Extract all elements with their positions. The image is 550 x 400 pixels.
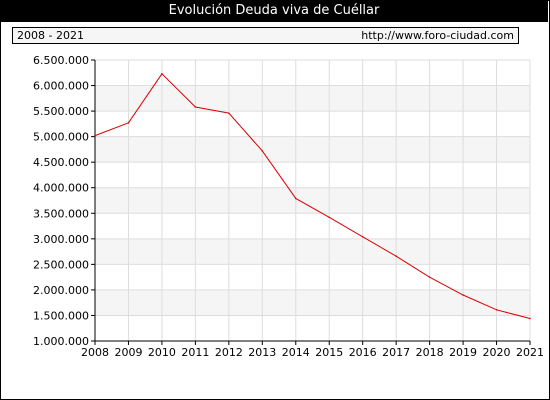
background-bands [95,60,530,341]
data-point [261,150,264,152]
data-point [361,235,364,238]
data-point [328,216,331,219]
x-tick-label: 2012 [215,346,243,359]
y-tick-label: 2.500.000 [33,258,89,271]
band [95,85,530,112]
x-tick-label: 2021 [516,346,544,359]
source-link[interactable]: http://www.foro-ciudad.com [361,29,514,42]
data-point [127,122,130,124]
y-tick-label: 2.000.000 [33,284,89,297]
band [95,289,530,316]
data-point [94,134,96,137]
y-tick-label: 6.500.000 [33,54,89,67]
data-point [529,317,531,320]
x-tick-label: 2014 [282,346,310,359]
y-tick-label: 4.000.000 [33,182,89,195]
y-tick-label: 3.500.000 [33,207,89,220]
y-tick-label: 1.500.000 [33,309,89,322]
data-point [428,276,431,278]
data-point [228,112,230,114]
y-tick-label: 4.500.000 [33,156,89,169]
y-tick-label: 6.000.000 [33,80,89,93]
x-tick-label: 2017 [382,346,410,359]
data-point [194,106,197,108]
data-point [495,309,498,311]
x-tick-labels: 2008 2009 2010 2011 2012 2013 2014 2015 2016 2017… [81,346,544,359]
data-point [395,255,397,257]
band [95,187,530,214]
info-box: 2008 - 2021 http://www.foro-ciudad.com [12,27,519,44]
x-tick-label: 2016 [349,346,377,359]
x-tick-label: 2020 [483,346,511,359]
data-point [462,294,464,296]
title-bar: Evolución Deuda viva de Cuéllar [0,0,548,22]
series-line [94,73,531,320]
y-tick-labels: 1.000.000 1.500.000 2.000.000 2.500.000 3.00… [33,54,89,348]
x-tick-label: 2008 [81,346,109,359]
x-tick-label: 2019 [449,346,477,359]
x-tick-label: 2011 [181,346,209,359]
x-tick-label: 2013 [248,346,276,359]
y-tick-label: 5.500.000 [33,105,89,118]
x-tick-label: 2010 [148,346,176,359]
period-label: 2008 - 2021 [17,29,84,42]
x-tick-label: 2015 [315,346,343,359]
y-tick-label: 1.000.000 [33,335,89,348]
band [95,136,530,163]
y-tick-label: 3.000.000 [33,233,89,246]
data-point [161,72,163,75]
x-tick-label: 2018 [416,346,444,359]
chart-title: Evolución Deuda viva de Cuéllar [168,3,380,18]
x-tick-label: 2009 [114,346,142,359]
y-tick-label: 5.000.000 [33,131,89,144]
series [94,72,531,320]
band [95,238,530,265]
data-point [294,197,297,200]
axes [91,59,531,345]
